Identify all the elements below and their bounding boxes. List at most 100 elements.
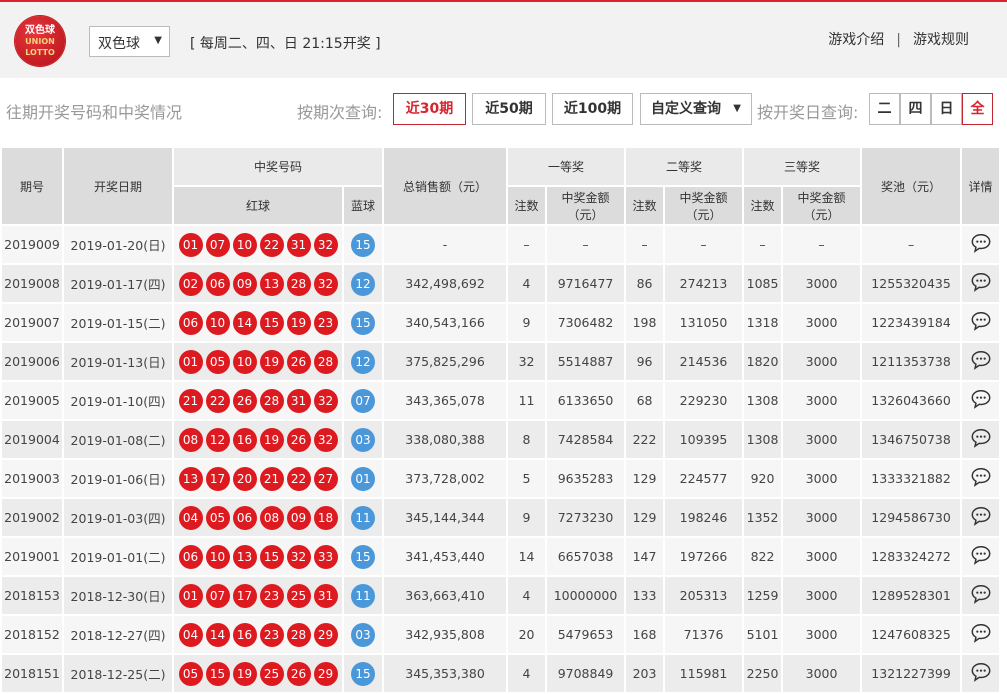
blue-ball-cell: 12 <box>341 263 385 304</box>
date-cell: 2019-01-13(日) <box>62 341 174 382</box>
pool-cell: 1326043660 <box>860 380 963 421</box>
red-ball: 08 <box>259 505 284 530</box>
chat-bubble-icon[interactable] <box>970 232 992 254</box>
third-count-cell: 1820 <box>742 341 784 382</box>
red-ball: 31 <box>286 232 311 257</box>
blue-ball: 11 <box>351 505 375 530</box>
red-ball: 20 <box>232 466 257 491</box>
second-amount-cell: 205313 <box>663 575 745 616</box>
issue-cell: 2019009 <box>0 224 64 265</box>
red-ball: 01 <box>178 583 203 608</box>
game-rules-link[interactable]: 游戏规则 <box>913 32 969 48</box>
separator: | <box>896 32 901 48</box>
red-balls-cell: 01 07 10 22 31 32 <box>172 224 344 265</box>
sales-cell: 341,453,440 <box>382 536 509 577</box>
red-balls-cell: 02 06 09 13 28 32 <box>172 263 344 304</box>
col-numbers: 中奖号码 <box>171 146 385 187</box>
chat-bubble-icon[interactable] <box>970 505 992 527</box>
first-count-cell: 11 <box>506 380 548 421</box>
red-ball: 09 <box>286 505 311 530</box>
third-count-cell: 1352 <box>742 497 784 538</box>
red-ball: 26 <box>286 349 311 374</box>
red-balls-cell: 21 22 26 28 31 32 <box>172 380 344 421</box>
col-amount: 中奖金额（元） <box>663 185 745 226</box>
red-ball: 26 <box>232 388 257 413</box>
red-ball: 14 <box>232 310 257 335</box>
first-count-cell: 4 <box>506 653 548 694</box>
recent-50-button[interactable]: 近50期 <box>472 93 546 125</box>
first-count-cell: 5 <box>506 458 548 499</box>
red-ball: 27 <box>313 466 338 491</box>
sales-cell: 342,935,808 <box>382 614 509 655</box>
red-ball: 28 <box>286 622 311 647</box>
first-amount-cell: 9708849 <box>545 653 627 694</box>
chat-bubble-icon[interactable] <box>970 310 992 332</box>
second-amount-cell: 198246 <box>663 497 745 538</box>
chat-bubble-icon[interactable] <box>970 583 992 605</box>
issue-cell: 2019006 <box>0 341 64 382</box>
second-count-cell: 129 <box>624 497 666 538</box>
red-ball: 26 <box>286 427 311 452</box>
custom-query-label: 自定义查询 <box>651 101 721 117</box>
game-select[interactable]: 双色球 ▼ <box>89 26 170 57</box>
detail-cell <box>960 536 1002 577</box>
third-count-cell: 1259 <box>742 575 784 616</box>
recent-100-button[interactable]: 近100期 <box>552 93 633 125</box>
red-ball: 06 <box>178 310 203 335</box>
col-issue: 期号 <box>0 146 64 226</box>
blue-ball-cell: 03 <box>341 419 385 460</box>
red-ball: 28 <box>286 271 311 296</box>
recent-30-button[interactable]: 近30期 <box>393 93 466 125</box>
chat-bubble-icon[interactable] <box>970 388 992 410</box>
blue-ball: 11 <box>351 583 375 608</box>
red-balls-cell: 04 14 16 23 28 29 <box>172 614 344 655</box>
third-count-cell: 920 <box>742 458 784 499</box>
chat-bubble-icon[interactable] <box>970 544 992 566</box>
top-accent-line <box>0 0 1007 2</box>
day-tue-button[interactable]: 二 <box>869 93 900 125</box>
col-date: 开奖日期 <box>62 146 174 226</box>
date-cell: 2019-01-17(四) <box>62 263 174 304</box>
third-count-cell: 1308 <box>742 380 784 421</box>
period-query-label: 按期次查询: <box>297 103 383 122</box>
blue-ball-cell: 07 <box>341 380 385 421</box>
day-all-button[interactable]: 全 <box>962 93 993 125</box>
red-ball: 29 <box>313 661 338 686</box>
table-row: 2019008 2019-01-17(四) 02 06 09 13 28 32 12 342,49… <box>0 263 1002 304</box>
date-cell: 2018-12-30(日) <box>62 575 174 616</box>
chat-bubble-icon[interactable] <box>970 661 992 683</box>
red-ball: 09 <box>232 271 257 296</box>
day-thu-button[interactable]: 四 <box>900 93 931 125</box>
day-sun-button[interactable]: 日 <box>931 93 962 125</box>
detail-cell <box>960 614 1002 655</box>
second-count-cell: 222 <box>624 419 666 460</box>
red-ball: 31 <box>286 388 311 413</box>
red-ball: 07 <box>205 232 230 257</box>
blue-ball-cell: 15 <box>341 653 385 694</box>
red-ball: 22 <box>286 466 311 491</box>
third-amount-cell: 3000 <box>781 614 863 655</box>
red-ball: 06 <box>205 271 230 296</box>
third-count-cell: 822 <box>742 536 784 577</box>
detail-cell <box>960 224 1002 265</box>
second-amount-cell: 229230 <box>663 380 745 421</box>
sales-cell: 338,080,388 <box>382 419 509 460</box>
draw-schedule: [ 每周二、四、日 21:15开奖 ] <box>190 36 381 52</box>
issue-cell: 2019003 <box>0 458 64 499</box>
first-amount-cell: 9635283 <box>545 458 627 499</box>
chat-bubble-icon[interactable] <box>970 349 992 371</box>
table-row: 2019006 2019-01-13(日) 01 05 10 19 26 28 12 375,82… <box>0 341 1002 382</box>
chat-bubble-icon[interactable] <box>970 271 992 293</box>
chat-bubble-icon[interactable] <box>970 427 992 449</box>
red-ball: 16 <box>232 622 257 647</box>
custom-query-dropdown[interactable]: 自定义查询 ▼ <box>640 93 752 125</box>
chat-bubble-icon[interactable] <box>970 622 992 644</box>
union-lotto-logo[interactable]: 双色球 UNION LOTTO <box>15 16 65 66</box>
game-intro-link[interactable]: 游戏介绍 <box>828 32 885 48</box>
logo-text: LOTTO <box>25 48 55 57</box>
issue-cell: 2019005 <box>0 380 64 421</box>
chat-bubble-icon[interactable] <box>970 466 992 488</box>
pool-cell: 1283324272 <box>860 536 963 577</box>
third-count-cell: 5101 <box>742 614 784 655</box>
second-count-cell: 68 <box>624 380 666 421</box>
